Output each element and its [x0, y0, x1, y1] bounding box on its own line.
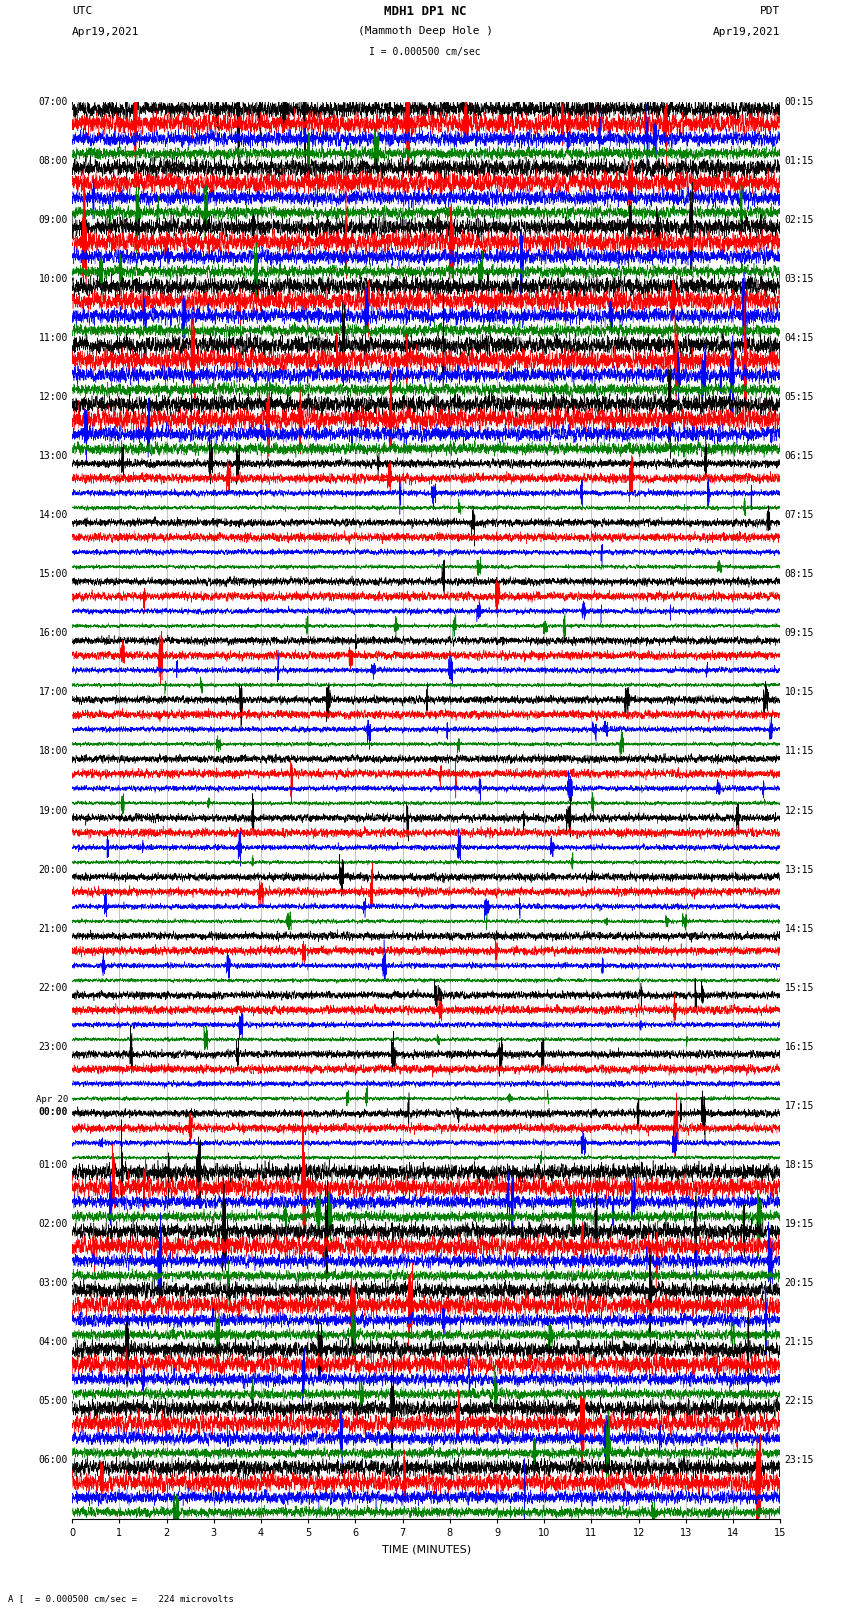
Text: 20:00: 20:00 [38, 865, 68, 874]
Text: 17:15: 17:15 [785, 1102, 814, 1111]
Text: 01:15: 01:15 [785, 156, 814, 166]
Text: 00:00: 00:00 [38, 1108, 68, 1118]
Text: 09:15: 09:15 [785, 629, 814, 639]
Text: 00:15: 00:15 [785, 97, 814, 106]
Text: 01:00: 01:00 [38, 1160, 68, 1169]
Text: Apr19,2021: Apr19,2021 [72, 27, 139, 37]
Text: 14:00: 14:00 [38, 510, 68, 519]
Text: 23:15: 23:15 [785, 1455, 814, 1465]
Text: 04:15: 04:15 [785, 332, 814, 344]
Text: 22:00: 22:00 [38, 982, 68, 992]
Text: (Mammoth Deep Hole ): (Mammoth Deep Hole ) [358, 26, 492, 35]
Text: 06:00: 06:00 [38, 1455, 68, 1465]
Text: 18:00: 18:00 [38, 747, 68, 756]
Text: 06:15: 06:15 [785, 452, 814, 461]
Text: 13:15: 13:15 [785, 865, 814, 874]
Text: 21:15: 21:15 [785, 1337, 814, 1347]
Text: UTC: UTC [72, 6, 93, 16]
Text: 13:00: 13:00 [38, 452, 68, 461]
Text: 16:15: 16:15 [785, 1042, 814, 1052]
Text: 16:00: 16:00 [38, 629, 68, 639]
Text: 09:00: 09:00 [38, 215, 68, 224]
Text: MDH1 DP1 NC: MDH1 DP1 NC [383, 5, 467, 18]
Text: 08:15: 08:15 [785, 569, 814, 579]
Text: 15:00: 15:00 [38, 569, 68, 579]
Text: 03:15: 03:15 [785, 274, 814, 284]
Text: 07:00: 07:00 [38, 97, 68, 106]
Text: 15:15: 15:15 [785, 982, 814, 992]
Text: A [  = 0.000500 cm/sec =    224 microvolts: A [ = 0.000500 cm/sec = 224 microvolts [8, 1594, 235, 1603]
Text: 05:15: 05:15 [785, 392, 814, 402]
X-axis label: TIME (MINUTES): TIME (MINUTES) [382, 1544, 471, 1553]
Text: 22:15: 22:15 [785, 1397, 814, 1407]
Text: 21:00: 21:00 [38, 924, 68, 934]
Text: 17:00: 17:00 [38, 687, 68, 697]
Text: PDT: PDT [760, 6, 780, 16]
Text: 12:00: 12:00 [38, 392, 68, 402]
Text: 03:00: 03:00 [38, 1277, 68, 1289]
Text: I = 0.000500 cm/sec: I = 0.000500 cm/sec [369, 47, 481, 56]
Text: 19:15: 19:15 [785, 1219, 814, 1229]
Text: 18:15: 18:15 [785, 1160, 814, 1169]
Text: 23:00: 23:00 [38, 1042, 68, 1052]
Text: 04:00: 04:00 [38, 1337, 68, 1347]
Text: 07:15: 07:15 [785, 510, 814, 519]
Text: 11:00: 11:00 [38, 332, 68, 344]
Text: Apr19,2021: Apr19,2021 [713, 27, 780, 37]
Text: 19:00: 19:00 [38, 805, 68, 816]
Text: 02:15: 02:15 [785, 215, 814, 224]
Text: 10:15: 10:15 [785, 687, 814, 697]
Text: Apr 20: Apr 20 [36, 1095, 68, 1103]
Text: 20:15: 20:15 [785, 1277, 814, 1289]
Text: 11:15: 11:15 [785, 747, 814, 756]
Text: 12:15: 12:15 [785, 805, 814, 816]
Text: 02:00: 02:00 [38, 1219, 68, 1229]
Text: 14:15: 14:15 [785, 924, 814, 934]
Text: 10:00: 10:00 [38, 274, 68, 284]
Text: 08:00: 08:00 [38, 156, 68, 166]
Text: 05:00: 05:00 [38, 1397, 68, 1407]
